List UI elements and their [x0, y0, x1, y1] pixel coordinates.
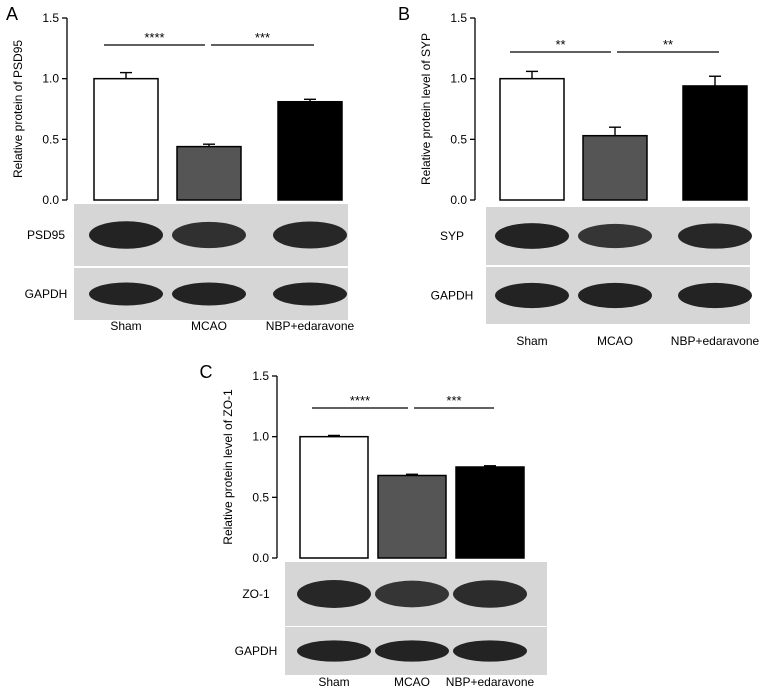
y-tick-label: 1.0: [42, 72, 59, 86]
category-label: NBP+edaravone: [446, 675, 535, 689]
blot-band: [297, 580, 371, 608]
panel-c: C 0.0 0.5 1.0 1.5 Relative protein level of Z…: [200, 362, 547, 689]
y-tick-label: 1.5: [450, 11, 467, 25]
category-label: Sham: [318, 675, 349, 689]
bar: [455, 466, 525, 559]
bar: [93, 77, 159, 201]
blot-label: PSD95: [27, 228, 65, 242]
blot-band: [678, 282, 752, 309]
y-tick-label: 0.5: [450, 132, 467, 146]
bar: [682, 85, 748, 201]
blot-label: GAPDH: [235, 644, 278, 658]
significance-label: **: [555, 37, 565, 52]
panel-letter: A: [6, 4, 18, 24]
blot-band: [495, 223, 569, 249]
significance-label: ****: [350, 393, 370, 408]
blot-band: [172, 282, 246, 306]
blot-band: [375, 580, 449, 608]
bar: [499, 77, 565, 201]
blot-band: [578, 223, 652, 249]
blot-band: [89, 282, 163, 306]
significance-label: ****: [144, 30, 164, 45]
category-label: MCAO: [597, 334, 633, 348]
y-axis-label: Relative protein level of ZO-1: [221, 389, 235, 545]
bar: [277, 100, 343, 201]
y-axis-label: Relative protein of PSD95: [11, 40, 25, 178]
bar: [299, 435, 369, 559]
category-label: NBP+edaravone: [266, 319, 355, 333]
panel-letter: B: [398, 4, 410, 24]
category-label: Sham: [110, 319, 141, 333]
blot-label: GAPDH: [25, 287, 68, 301]
blot-band: [578, 282, 652, 309]
significance-label: ***: [446, 393, 461, 408]
y-tick-label: 1.0: [450, 72, 467, 86]
category-label: NBP+edaravone: [671, 334, 760, 348]
blot-label: SYP: [440, 229, 464, 243]
y-tick-label: 1.0: [252, 430, 269, 444]
blot-band: [89, 221, 163, 249]
bar: [582, 134, 648, 201]
y-tick-label: 0.5: [42, 132, 59, 146]
y-tick-label: 0.5: [252, 490, 269, 504]
blot-band: [297, 640, 371, 662]
blot-band: [678, 223, 752, 249]
y-tick-label: 0.0: [42, 193, 59, 207]
blot-band: [273, 221, 347, 249]
y-tick-label: 1.5: [42, 11, 59, 25]
blot-band: [273, 282, 347, 306]
y-tick-label: 1.5: [252, 369, 269, 383]
category-label: Sham: [516, 334, 547, 348]
bar: [176, 145, 242, 201]
blot-label: GAPDH: [431, 289, 474, 303]
significance-label: ***: [255, 30, 270, 45]
panel-letter: C: [200, 362, 213, 382]
y-tick-label: 0.0: [252, 551, 269, 565]
blot-band: [375, 640, 449, 662]
bar: [377, 474, 447, 559]
blot-label: ZO-1: [242, 587, 270, 601]
blot-band: [495, 282, 569, 309]
significance-label: **: [663, 37, 673, 52]
y-tick-label: 0.0: [450, 193, 467, 207]
blot-band: [172, 221, 246, 249]
blot-band: [453, 580, 527, 608]
panel-b: B 0.0 0.5 1.0 1.5 Relative protein level of S…: [398, 4, 760, 348]
panel-a: A 0.0 0.5 1.0 1.5 Relative protein of PSD95 **…: [6, 4, 355, 333]
category-label: MCAO: [191, 319, 227, 333]
blot-band: [453, 640, 527, 662]
category-label: MCAO: [394, 675, 430, 689]
y-axis-label: Relative protein level of SYP: [419, 33, 433, 185]
